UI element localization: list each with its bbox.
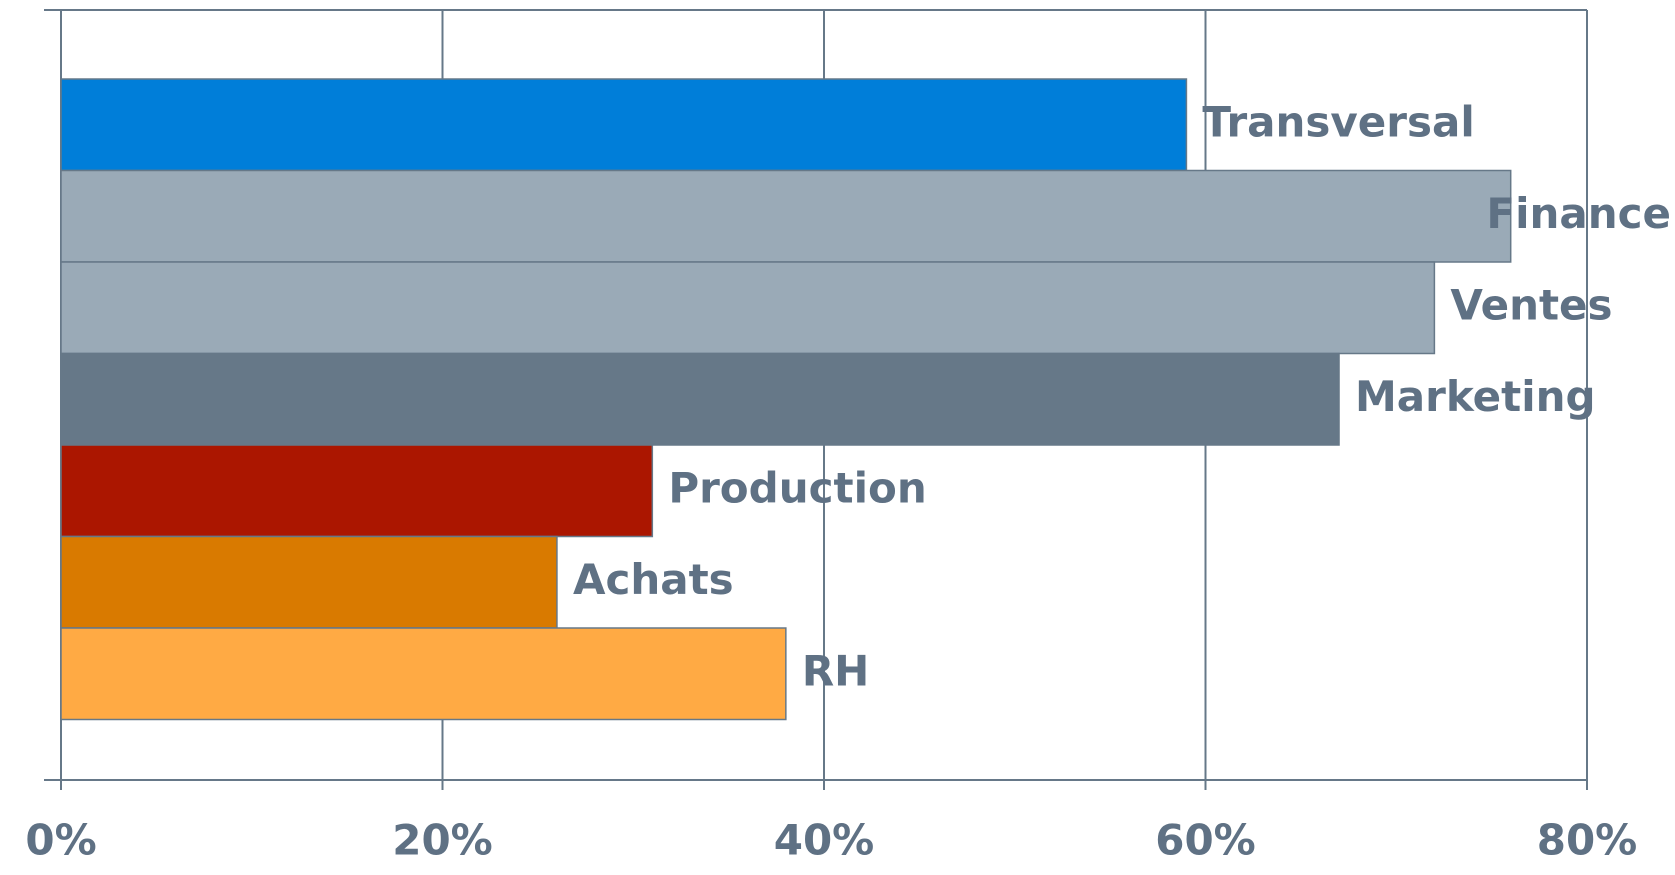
x-tick-label: 20% [392,816,493,865]
bar [60,444,654,538]
x-tick-label: 0% [25,816,96,865]
bar [60,169,1512,263]
category-label: Achats [573,555,734,604]
category-label: Marketing [1355,372,1596,421]
bar [60,352,1340,446]
bar [60,261,1436,355]
bar [60,535,558,629]
category-label: Ventes [1450,280,1612,329]
x-tick-label: 60% [1155,816,1256,865]
x-tick-label: 80% [1537,816,1638,865]
bar [60,78,1188,172]
category-label: Production [668,463,926,512]
category-label: Finance [1486,189,1671,238]
category-label: Transversal [1202,97,1474,146]
x-tick-label: 40% [774,816,875,865]
category-label: RH [802,646,870,695]
bar [60,627,787,721]
